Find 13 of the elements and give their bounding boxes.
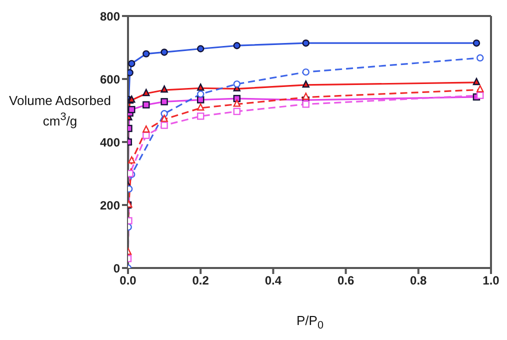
x-tick-label: 0.8	[410, 274, 428, 288]
x-axis-title: P/P$_{0}$	[296, 313, 324, 332]
x-tick-label: 1.0	[482, 274, 500, 288]
x-tick-label: 0.0	[120, 274, 137, 288]
y-tick-label: 0	[113, 261, 120, 276]
x-tick-label: 0.4	[264, 274, 282, 288]
x-tick-label: 0.6	[337, 274, 354, 288]
y-axis-title: Volume Adsorbed cm$^{3}$/g	[8, 92, 112, 130]
y-tick-label: 400	[100, 135, 120, 150]
y-tick-label: 600	[100, 72, 120, 86]
y-tick-label: 800	[100, 9, 120, 24]
y-tick-label: 200	[100, 198, 120, 212]
x-tick-label: 0.2	[192, 274, 210, 288]
